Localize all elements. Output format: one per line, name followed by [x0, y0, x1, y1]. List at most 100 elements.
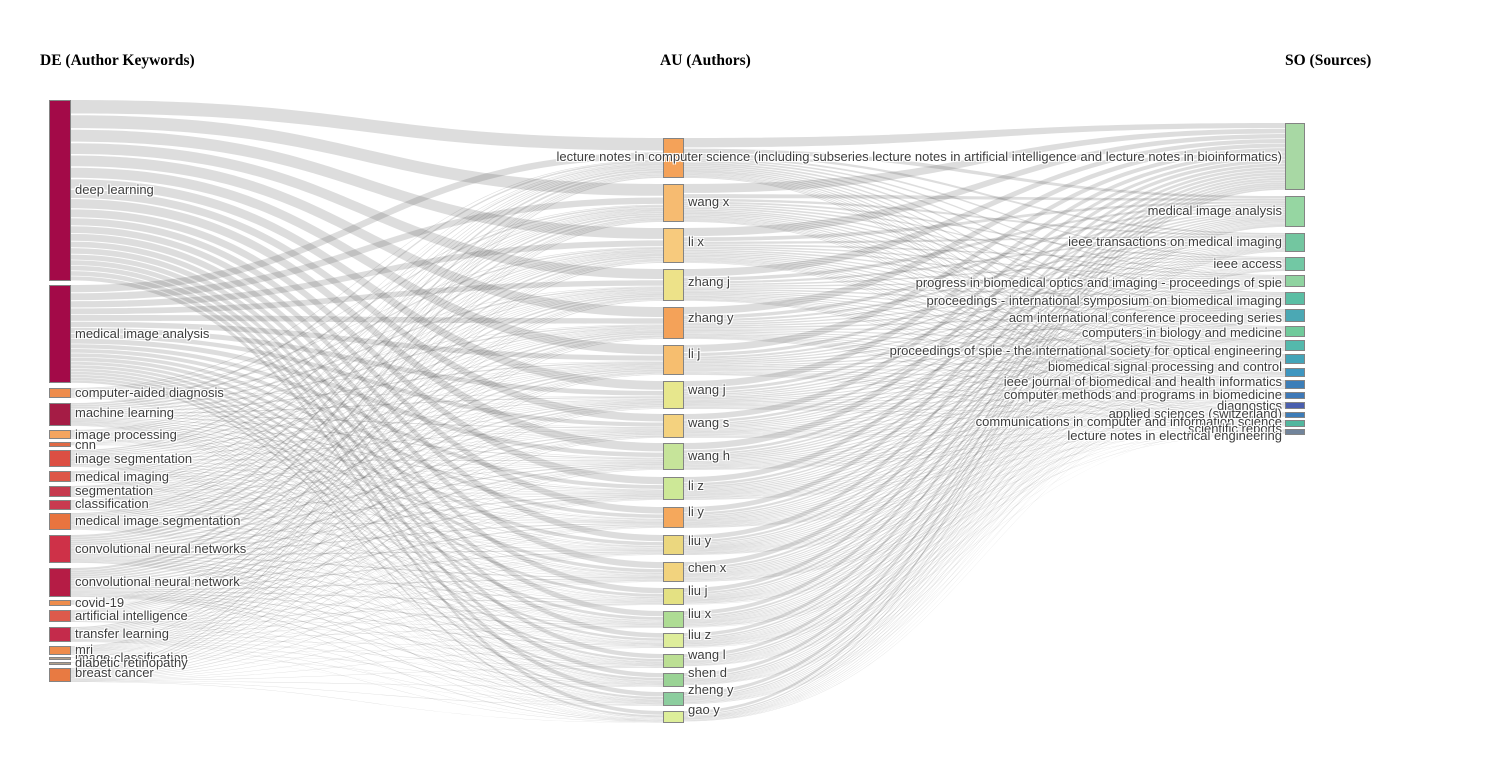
sankey-link[interactable] — [684, 433, 1285, 555]
sankey-link[interactable] — [684, 408, 1285, 432]
au-node-wang-j[interactable] — [663, 381, 684, 409]
au-node-li-z[interactable] — [663, 477, 684, 500]
sankey-link[interactable] — [71, 176, 663, 669]
au-node-wang-x[interactable] — [663, 184, 684, 222]
sankey-link[interactable] — [684, 332, 1285, 372]
sankey-link[interactable] — [71, 509, 663, 684]
sankey-link[interactable] — [71, 179, 663, 390]
sankey-link[interactable] — [684, 296, 1285, 395]
sankey-link[interactable] — [71, 253, 663, 503]
sankey-link[interactable] — [684, 290, 1285, 330]
sankey-link[interactable] — [684, 259, 1285, 404]
sankey-link[interactable] — [71, 218, 663, 630]
sankey-link[interactable] — [684, 432, 1285, 470]
sankey-link[interactable] — [71, 620, 663, 647]
sankey-link[interactable] — [71, 603, 663, 640]
sankey-link[interactable] — [684, 395, 1285, 436]
so-node-applied-sciences-switzerland[interactable] — [1285, 402, 1305, 409]
sankey-link[interactable] — [684, 217, 1285, 543]
sankey-link[interactable] — [684, 123, 1285, 148]
sankey-link[interactable] — [684, 332, 1285, 463]
sankey-link[interactable] — [684, 246, 1285, 278]
sankey-link[interactable] — [71, 464, 663, 644]
sankey-link[interactable] — [71, 405, 663, 616]
sankey-link[interactable] — [684, 397, 1285, 627]
sankey-link[interactable] — [684, 303, 1285, 663]
sankey-link[interactable] — [684, 345, 1285, 433]
sankey-link[interactable] — [71, 497, 663, 618]
so-node-ieee-access[interactable] — [1285, 257, 1305, 271]
sankey-link[interactable] — [684, 405, 1285, 437]
sankey-link[interactable] — [684, 337, 1285, 423]
sankey-link[interactable] — [71, 374, 663, 674]
sankey-link[interactable] — [71, 436, 663, 651]
so-node-diagnostics[interactable] — [1285, 392, 1305, 399]
sankey-link[interactable] — [71, 406, 663, 635]
sankey-link[interactable] — [684, 215, 1285, 382]
sankey-link[interactable] — [71, 211, 663, 502]
sankey-link[interactable] — [684, 284, 1285, 598]
sankey-link[interactable] — [71, 397, 663, 681]
sankey-link[interactable] — [71, 432, 663, 551]
sankey-link[interactable] — [71, 524, 663, 551]
sankey-link[interactable] — [684, 334, 1285, 395]
sankey-link[interactable] — [71, 247, 663, 391]
sankey-link[interactable] — [71, 481, 663, 702]
sankey-link[interactable] — [71, 338, 663, 674]
sankey-link[interactable] — [71, 595, 663, 705]
sankey-link[interactable] — [684, 336, 1285, 720]
sankey-link[interactable] — [684, 372, 1285, 415]
sankey-link[interactable] — [71, 604, 663, 680]
sankey-link[interactable] — [71, 249, 663, 433]
sankey-link[interactable] — [71, 220, 663, 663]
sankey-link[interactable] — [71, 240, 663, 308]
sankey-link[interactable] — [71, 407, 663, 651]
sankey-link[interactable] — [684, 248, 1285, 619]
sankey-link[interactable] — [71, 392, 663, 397]
sankey-link[interactable] — [684, 245, 1285, 517]
sankey-link[interactable] — [684, 238, 1285, 322]
sankey-link[interactable] — [71, 397, 663, 718]
sankey-link[interactable] — [684, 218, 1285, 404]
sankey-link[interactable] — [71, 525, 663, 605]
sankey-link[interactable] — [684, 425, 1285, 582]
sankey-link[interactable] — [71, 327, 663, 444]
sankey-link[interactable] — [684, 368, 1285, 372]
sankey-link[interactable] — [684, 359, 1285, 433]
sankey-link[interactable] — [71, 468, 663, 652]
sankey-link[interactable] — [71, 248, 663, 617]
sankey-link[interactable] — [71, 377, 663, 700]
sankey-link[interactable] — [71, 479, 663, 576]
sankey-link[interactable] — [71, 166, 663, 501]
sankey-link[interactable] — [71, 560, 663, 685]
au-node-liu-j[interactable] — [663, 588, 684, 605]
sankey-link[interactable] — [684, 243, 1285, 456]
de-node-medical-imaging[interactable] — [49, 471, 71, 482]
sankey-link[interactable] — [684, 158, 1285, 276]
sankey-link[interactable] — [71, 434, 663, 460]
sankey-link[interactable] — [71, 478, 663, 549]
sankey-link[interactable] — [71, 252, 663, 489]
sankey-link[interactable] — [71, 525, 663, 619]
sankey-link[interactable] — [71, 480, 663, 644]
sankey-link[interactable] — [71, 480, 663, 664]
sankey-link[interactable] — [71, 494, 663, 554]
sankey-link[interactable] — [684, 371, 1285, 395]
sankey-link[interactable] — [71, 315, 663, 324]
sankey-link[interactable] — [71, 393, 663, 459]
sankey-link[interactable] — [684, 291, 1285, 344]
sankey-link[interactable] — [684, 286, 1285, 681]
sankey-link[interactable] — [71, 433, 663, 584]
sankey-link[interactable] — [71, 437, 663, 622]
sankey-link[interactable] — [71, 556, 663, 602]
sankey-link[interactable] — [684, 388, 1285, 686]
sankey-link[interactable] — [684, 416, 1285, 581]
sankey-link[interactable] — [71, 363, 663, 434]
sankey-link[interactable] — [71, 209, 663, 485]
sankey-link[interactable] — [684, 360, 1285, 524]
sankey-link[interactable] — [71, 481, 663, 720]
sankey-link[interactable] — [71, 289, 663, 456]
sankey-link[interactable] — [71, 492, 663, 494]
sankey-link[interactable] — [684, 423, 1285, 470]
au-node-li-j[interactable] — [663, 345, 684, 375]
